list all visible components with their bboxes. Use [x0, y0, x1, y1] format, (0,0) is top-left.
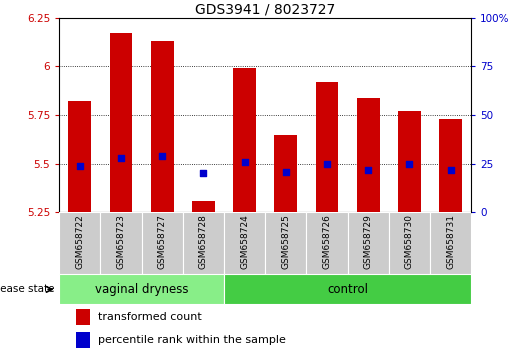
- Bar: [265, 212, 306, 274]
- Text: transformed count: transformed count: [98, 312, 202, 322]
- Point: [364, 167, 372, 172]
- Text: GSM658725: GSM658725: [281, 214, 290, 269]
- Point: [117, 155, 125, 161]
- Text: GSM658731: GSM658731: [446, 214, 455, 269]
- Bar: [439, 119, 462, 212]
- Point: [199, 171, 208, 176]
- Bar: [274, 135, 297, 212]
- Text: GSM658723: GSM658723: [116, 214, 126, 269]
- Bar: [306, 212, 348, 274]
- Text: percentile rank within the sample: percentile rank within the sample: [98, 335, 286, 346]
- Text: GSM658724: GSM658724: [240, 214, 249, 269]
- Text: GSM658730: GSM658730: [405, 214, 414, 269]
- Bar: [233, 68, 256, 212]
- Bar: [151, 41, 174, 212]
- Bar: [59, 274, 224, 304]
- Text: control: control: [327, 283, 368, 296]
- Text: vaginal dryness: vaginal dryness: [95, 283, 188, 296]
- Bar: [398, 111, 421, 212]
- Bar: [430, 212, 471, 274]
- Bar: [224, 212, 265, 274]
- Text: GSM658727: GSM658727: [158, 214, 167, 269]
- Text: GSM658722: GSM658722: [75, 214, 84, 269]
- Bar: [76, 332, 90, 348]
- Bar: [68, 101, 91, 212]
- Bar: [192, 201, 215, 212]
- Bar: [224, 274, 471, 304]
- Text: GSM658726: GSM658726: [322, 214, 332, 269]
- Point: [76, 163, 84, 169]
- Bar: [59, 212, 100, 274]
- Bar: [142, 212, 183, 274]
- Point: [447, 167, 455, 172]
- Text: GSM658729: GSM658729: [364, 214, 373, 269]
- Bar: [183, 212, 224, 274]
- Point: [158, 153, 166, 159]
- Bar: [76, 309, 90, 325]
- Bar: [110, 33, 132, 212]
- Bar: [389, 212, 430, 274]
- Bar: [100, 212, 142, 274]
- Point: [405, 161, 414, 166]
- Bar: [316, 82, 338, 212]
- Title: GDS3941 / 8023727: GDS3941 / 8023727: [195, 2, 335, 17]
- Bar: [348, 212, 389, 274]
- Text: GSM658728: GSM658728: [199, 214, 208, 269]
- Text: disease state: disease state: [0, 284, 54, 295]
- Point: [241, 159, 249, 165]
- Bar: [357, 97, 380, 212]
- Point: [282, 169, 290, 174]
- Point: [323, 161, 331, 166]
